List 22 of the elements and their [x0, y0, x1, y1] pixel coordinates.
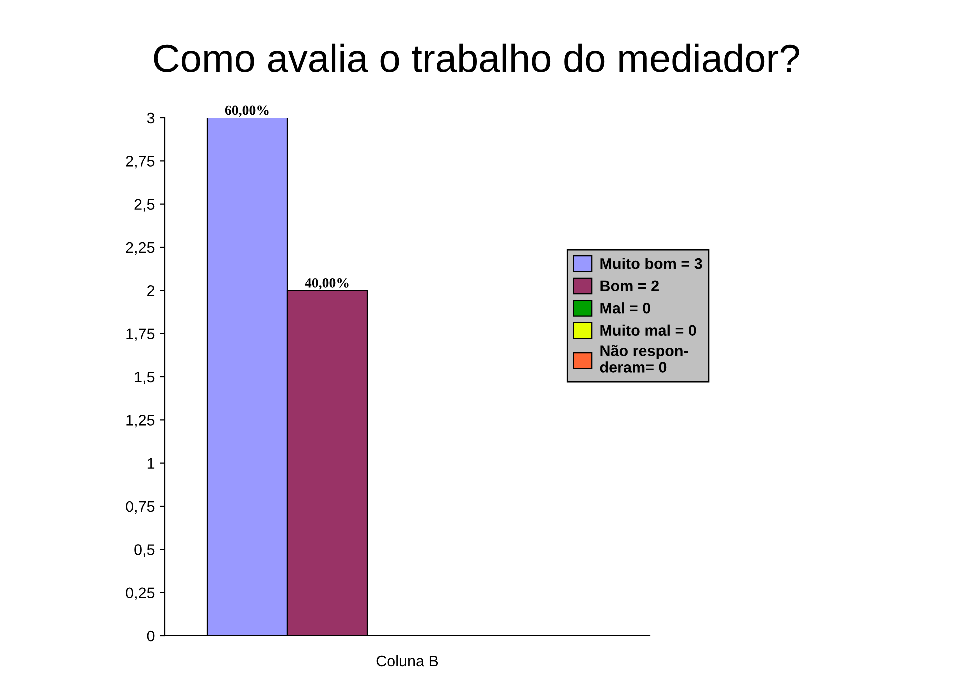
text: 60,00% — [225, 106, 269, 118]
y-tick-label: 1 — [148, 458, 155, 469]
y-tick-label: 2,25 — [126, 242, 155, 255]
y-tick-label: 2 — [148, 286, 155, 296]
y-tick-label: 2,75 — [126, 156, 155, 169]
legend-label: Não respon- deram= 0 — [600, 345, 688, 373]
x-tick-label: Coluna B — [376, 655, 438, 667]
y-tick-label: 1,25 — [126, 415, 155, 428]
y-tick-label: 0 — [147, 630, 155, 642]
y-tick-label: 1,5 — [135, 372, 155, 384]
y-tick-label: 2,5 — [134, 199, 155, 212]
annotation: 40,00% — [305, 278, 349, 290]
chart-title: Como avalia o trabalho do mediador? — [154, 44, 800, 72]
y-tick-label: 0,25 — [126, 588, 155, 600]
y-tick-label: 3 — [147, 112, 155, 124]
legend-label: Muito bom = 3 — [600, 258, 702, 270]
legend-label: Muito mal = 0 — [600, 324, 696, 336]
legend-label: Mal = 0 — [600, 302, 650, 314]
y-tick-label: 1,75 — [126, 328, 155, 342]
y-tick-label: 0,5 — [134, 544, 155, 558]
legend-label: Bom = 2 — [600, 280, 659, 292]
y-tick-label: 0,75 — [126, 501, 155, 514]
